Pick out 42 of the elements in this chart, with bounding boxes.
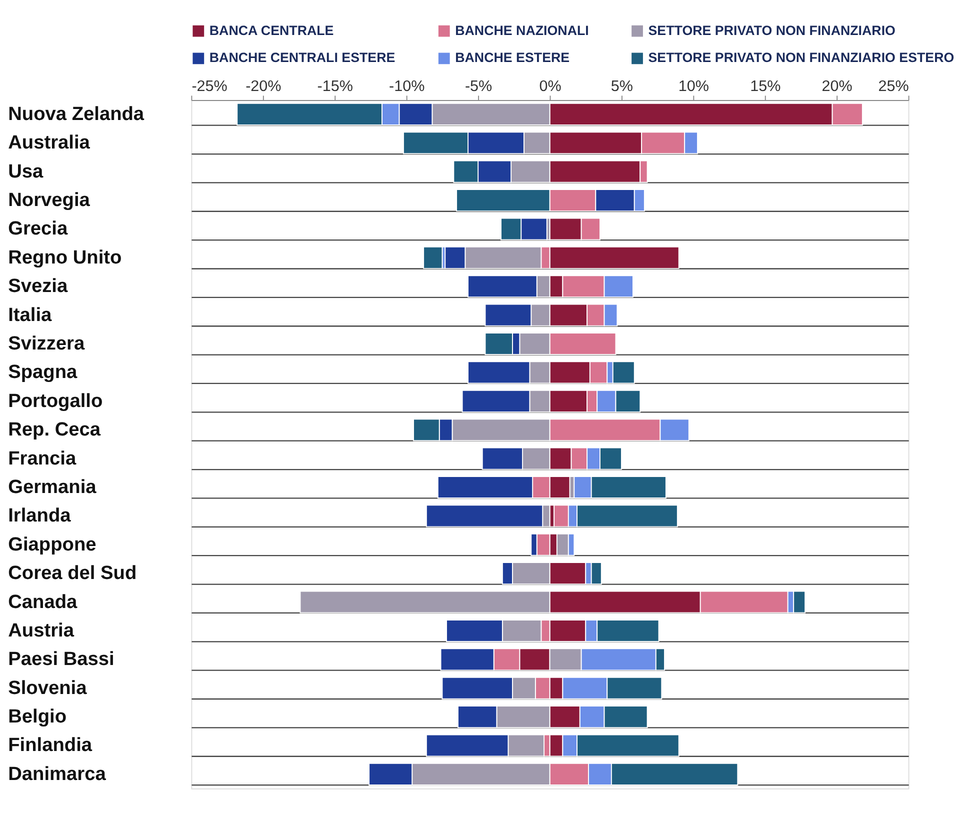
x-tick-label: 15% xyxy=(750,78,782,95)
x-tick-label: -25% xyxy=(192,78,228,95)
legend-label: BANCHE CENTRALI ESTERE xyxy=(209,50,396,66)
y-tick-label: Slovenia xyxy=(8,678,88,699)
x-tick-label: 20% xyxy=(822,78,853,95)
y-tick-label: Corea del Sud xyxy=(8,563,137,584)
y-tick-label: Finlandia xyxy=(8,735,92,756)
x-tick-label: -10% xyxy=(388,78,426,95)
y-tick-label: Grecia xyxy=(8,218,68,240)
y-tick-label: Norvegia xyxy=(8,190,90,212)
y-tick-label: Portogallo xyxy=(8,390,103,412)
x-tick-label: -20% xyxy=(246,78,282,95)
y-tick-label: Germania xyxy=(8,476,97,498)
y-tick-label: Usa xyxy=(8,161,44,182)
y-tick-label: Belgio xyxy=(8,706,67,728)
x-tick-label: 0% xyxy=(539,78,562,95)
legend-label: SETTORE PRIVATO NON FINANZIARIO xyxy=(648,22,896,38)
legend-label: BANCHE ESTERE xyxy=(455,50,570,66)
x-tick-label: 25% xyxy=(878,78,910,95)
y-tick-label: Nuova Zelanda xyxy=(8,104,144,125)
y-tick-label: Giappone xyxy=(8,534,96,556)
y-tick-label: Spagna xyxy=(8,362,78,384)
x-tick-label: 10% xyxy=(678,78,710,95)
x-tick-label: 5% xyxy=(610,78,634,95)
x-tick-label: -15% xyxy=(317,78,354,95)
legend-label: BANCHE NAZIONALI xyxy=(455,22,589,38)
y-tick-label: Paesi Bassi xyxy=(8,649,114,670)
y-tick-label: Italia xyxy=(8,304,52,326)
legend-label: SETTORE PRIVATO NON FINANZIARIO ESTERO xyxy=(648,50,954,66)
y-tick-label: Austria xyxy=(8,620,74,642)
y-tick-label: Australia xyxy=(8,132,90,154)
bar xyxy=(423,246,443,269)
legend-label: BANCA CENTRALE xyxy=(209,22,334,38)
y-tick-label: Svizzera xyxy=(8,334,85,355)
y-tick-label: Irlanda xyxy=(8,506,72,527)
y-tick-label: Danimarca xyxy=(8,764,106,785)
y-tick-label: Regno Unito xyxy=(8,247,122,268)
y-tick-label: Francia xyxy=(8,448,76,470)
x-tick-label: -5% xyxy=(464,78,493,95)
y-tick-label: Svezia xyxy=(8,276,68,298)
y-tick-label: Canada xyxy=(8,592,78,613)
y-tick-label: Rep. Ceca xyxy=(8,420,101,441)
